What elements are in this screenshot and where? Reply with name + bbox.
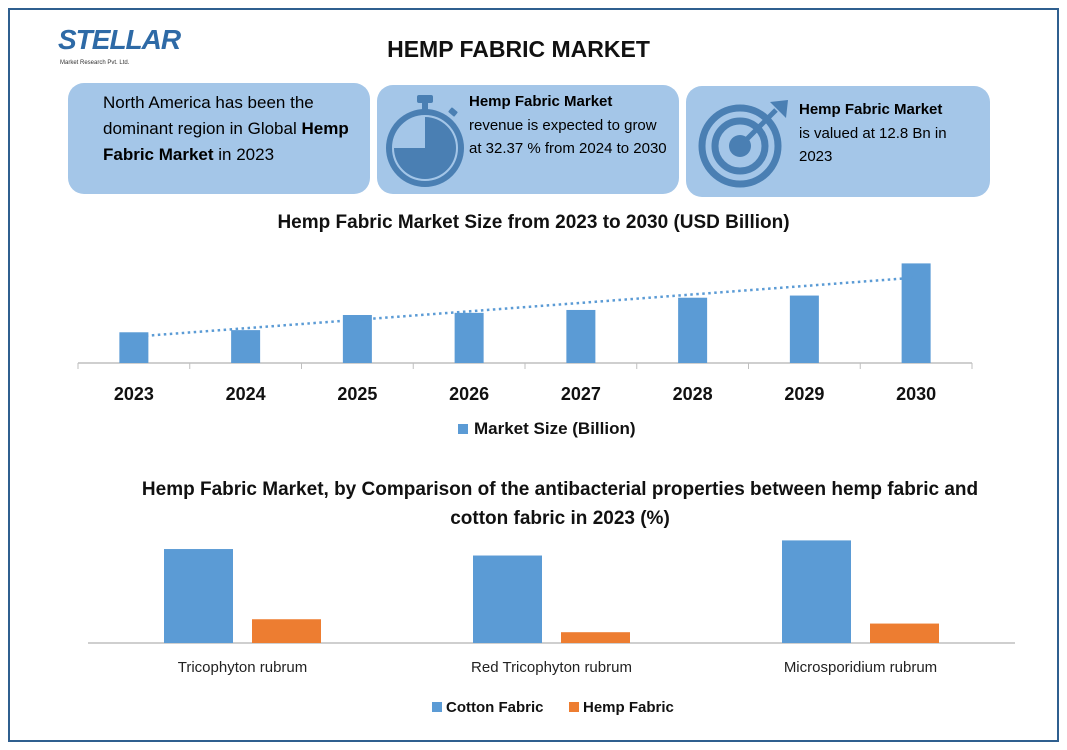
x-tick-label-2026: 2026: [449, 384, 489, 404]
legend-label-0: Cotton Fabric: [446, 699, 544, 716]
bar-hemp-fabric-2: [870, 623, 939, 643]
antibacterial-chart-title: Hemp Fabric Market, by Comparison of the…: [141, 479, 979, 529]
logo-text: STELLAR: [58, 24, 181, 55]
x-tick-label-2029: 2029: [784, 384, 824, 404]
page-frame: [8, 8, 1059, 742]
bar-2025: [342, 315, 372, 363]
bar-2026: [454, 312, 484, 363]
x-tick-label-2028: 2028: [673, 384, 713, 404]
info-card-region: North America has been the dominant regi…: [68, 83, 370, 194]
x-tick-label-2025: 2025: [337, 384, 377, 404]
legend-swatch-0: [432, 702, 442, 712]
bar-2023: [119, 332, 149, 363]
bar-2024: [231, 330, 261, 363]
x-tick-label-2023: 2023: [114, 384, 154, 404]
bar-2029: [789, 295, 819, 363]
info-card-region-text: North America has been the dominant regi…: [103, 93, 349, 164]
legend-swatch-market-size: [458, 424, 468, 434]
trendline: [133, 276, 917, 338]
stellar-logo: STELLAR Market Research Pvt. Ltd.: [58, 22, 181, 74]
x-tick-label-2024: 2024: [226, 384, 266, 404]
market-size-chart-title: Hemp Fabric Market Size from 2023 to 203…: [277, 212, 790, 233]
bar-cotton-fabric-1: [473, 555, 542, 643]
x-tick-label-2027: 2027: [561, 384, 601, 404]
legend-label-1: Hemp Fabric: [583, 699, 674, 716]
info-card-growth-text: Hemp Fabric Market revenue is expected to…: [469, 93, 667, 157]
bar-hemp-fabric-0: [252, 619, 321, 643]
bar-cotton-fabric-2: [782, 540, 851, 643]
target-icon: [698, 100, 788, 188]
info-card-value-text: Hemp Fabric Market is valued at 12.8 Bn i…: [799, 101, 947, 165]
x-tick-label-0: Tricophyton rubrum: [178, 659, 308, 676]
bar-2027: [566, 309, 596, 363]
logo-subtitle: Market Research Pvt. Ltd.: [60, 60, 130, 66]
antibacterial-chart: Tricophyton rubrum Red Tricophyton rubrum…: [88, 540, 1015, 716]
bar-hemp-fabric-1: [561, 632, 630, 643]
bar-2030: [901, 263, 931, 363]
info-card-value: Hemp Fabric Market is valued at 12.8 Bn i…: [686, 86, 990, 197]
x-tick-label-2: Microsporidium rubrum: [784, 659, 937, 676]
page-title: HEMP FABRIC MARKET: [387, 36, 650, 62]
legend-swatch-1: [569, 702, 579, 712]
x-tick-label-2030: 2030: [896, 384, 936, 404]
x-tick-label-1: Red Tricophyton rubrum: [471, 659, 632, 676]
legend-label-market-size: Market Size (Billion): [474, 419, 636, 438]
info-card-growth: Hemp Fabric Market revenue is expected to…: [377, 85, 679, 194]
market-size-chart: 2023 2024 2025 2026 2027 2028 2029 2030 Market S…: [77, 263, 973, 438]
bar-2028: [678, 297, 708, 363]
bar-cotton-fabric-0: [164, 549, 233, 643]
stopwatch-icon: [386, 95, 464, 187]
